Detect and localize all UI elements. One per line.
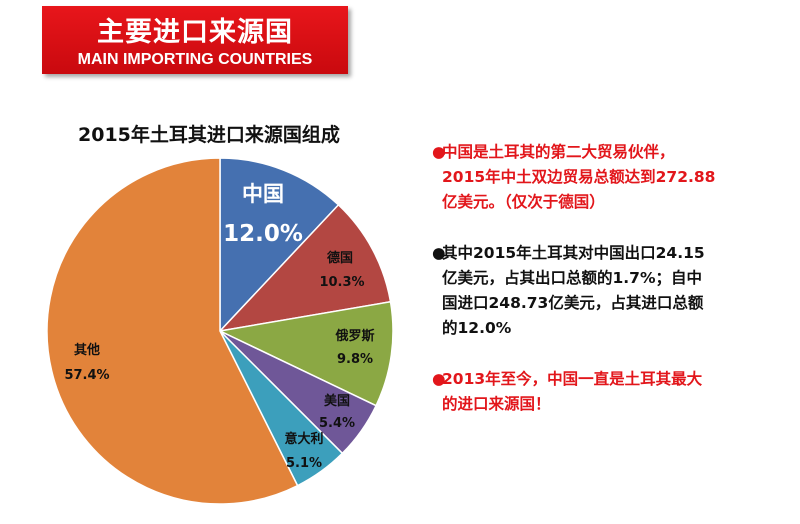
slice-label-1: 德国 <box>327 250 353 266</box>
note-2: ●其中2015年土耳其对中国出口24.15 亿美元，占其出口总额的1.7%；自中… <box>432 241 792 341</box>
slice-value-4: 5.1% <box>286 456 322 471</box>
chart-title: 2015年土耳其进口来源国组成 <box>78 124 340 146</box>
note-1-line-1: 中国是土耳其的第二大贸易伙伴， <box>442 143 675 161</box>
slice-label-5: 其他 <box>74 342 100 358</box>
note-2-line-1: 其中2015年土耳其对中国出口24.15 <box>442 244 705 262</box>
slice-value-2: 9.8% <box>337 352 373 367</box>
slice-value-5: 57.4% <box>64 368 109 383</box>
slice-value-1: 10.3% <box>319 275 364 290</box>
slice-value-3: 5.4% <box>319 416 355 431</box>
banner-title-cn: 主要进口来源国 <box>97 17 293 48</box>
note-3-line-2: 的进口来源国！ <box>442 395 551 413</box>
note-2-line-3: 国进口248.73亿美元，占其进口总额 <box>442 294 704 312</box>
banner-title-en: MAIN IMPORTING COUNTRIES <box>77 51 313 68</box>
note-1-line-2: 2015年中土双边贸易总额达到272.88 <box>442 168 716 186</box>
pie-slice-1 <box>217 203 392 333</box>
pie-slice-2 <box>217 300 394 407</box>
pie-slice-0 <box>219 157 340 333</box>
pie-chart: 中国 12.0% 德国 10.3% 俄罗斯 9.8% 美国 5.4%意大利 5.1% 其他 57.4… <box>46 157 394 505</box>
bullet-icon: ● <box>432 143 446 161</box>
note-3: ●2013年至今，中国一直是土耳其最大 的进口来源国！ <box>432 367 792 417</box>
slice-label-2: 俄罗斯 <box>334 328 374 344</box>
pie-slice-5 <box>46 157 299 505</box>
title-banner: 主要进口来源国 MAIN IMPORTING COUNTRIES <box>42 6 348 74</box>
note-3-line-1: 2013年至今，中国一直是土耳其最大 <box>442 370 703 388</box>
slice-value-0: 12.0% <box>223 221 303 247</box>
slice-label-4: 意大利 <box>284 431 323 447</box>
slice-label-3: 美国 <box>324 393 350 409</box>
note-2-line-4: 的12.0% <box>442 319 512 337</box>
note-1-line-3: 亿美元。（仅次于德国） <box>442 193 605 211</box>
slice-label-0: 中国 <box>242 182 284 206</box>
note-2-line-2: 亿美元，占其出口总额的1.7%；自中 <box>442 269 702 287</box>
notes-panel: ●中国是土耳其的第二大贸易伙伴， 2015年中土双边贸易总额达到272.88 亿… <box>432 140 792 439</box>
note-1: ●中国是土耳其的第二大贸易伙伴， 2015年中土双边贸易总额达到272.88 亿… <box>432 140 792 215</box>
bullet-icon: ● <box>432 370 446 388</box>
bullet-icon: ● <box>432 244 446 262</box>
